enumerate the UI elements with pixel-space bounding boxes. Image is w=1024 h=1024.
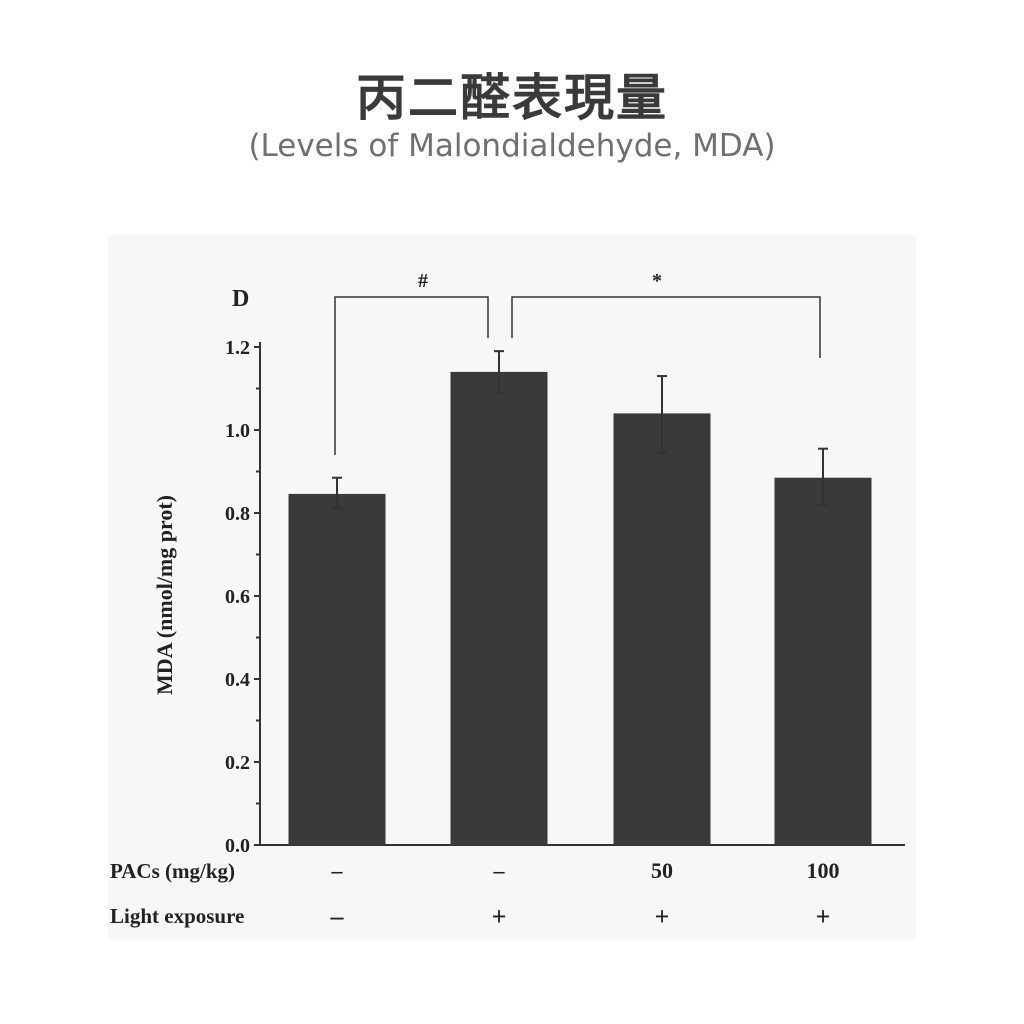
y-tick-label: 0.6: [225, 586, 250, 608]
page-title: 丙二醛表現量: [356, 69, 668, 127]
light-exposure-label: +: [816, 902, 831, 931]
light-exposure-label: +: [492, 902, 507, 931]
y-tick-label: 0.4: [225, 669, 250, 691]
pacs-dose-label: 50: [651, 858, 673, 883]
row-label-pacs: PACs (mg/kg): [110, 859, 235, 883]
page-subtitle: (Levels of Malondialdehyde, MDA): [248, 128, 776, 164]
significance-bracket: [334, 296, 489, 455]
y-tick-label: 0.8: [225, 503, 250, 525]
pacs-dose-label: –: [493, 858, 506, 883]
significance-bracket: [511, 296, 821, 358]
y-tick-label: 0.2: [225, 752, 250, 774]
significance-marker: #: [418, 270, 428, 292]
bar: [774, 477, 872, 845]
y-tick-label: 1.0: [225, 420, 250, 442]
bar: [450, 371, 548, 845]
bar: [613, 413, 711, 845]
light-exposure-label: +: [655, 902, 670, 931]
panel-label: D: [232, 286, 249, 312]
pacs-dose-label: 100: [807, 858, 840, 883]
y-axis-label: MDA (nmol/mg prot): [152, 495, 177, 695]
y-tick-label: 1.2: [225, 337, 250, 359]
bar: [288, 493, 386, 845]
pacs-dose-label: –: [331, 858, 344, 883]
y-tick-label: 0.0: [225, 835, 250, 857]
significance-marker: *: [652, 270, 662, 292]
row-label-light: Light exposure: [110, 904, 244, 928]
light-exposure-label: –: [330, 902, 345, 931]
